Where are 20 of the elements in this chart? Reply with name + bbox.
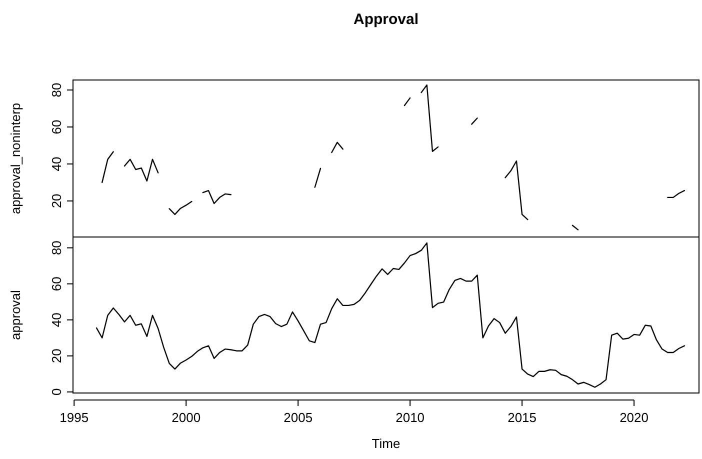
y-tick-label: 20 [49,348,64,364]
y-tick-label: 20 [49,194,64,208]
x-tick-label: 2020 [620,410,649,425]
y-tick-label: 80 [49,82,64,98]
x-tick-label: 2010 [396,410,425,425]
y-tick-label: 80 [49,240,64,256]
y-tick-label: 0 [49,388,64,396]
line-series [96,242,686,388]
y-axis-title: approval_noninterp [8,102,23,214]
x-tick-label: 2015 [508,410,537,425]
x-tick-label: 2005 [284,410,313,425]
x-tick-label: 1995 [60,410,89,425]
y-tick-label: 40 [49,156,64,172]
chart-title: Approval [353,11,419,28]
y-tick-label: 60 [49,276,64,292]
y-tick-label: 60 [49,120,64,134]
y-axis-title: approval [8,290,23,340]
x-axis-title: Time [372,436,400,451]
x-tick-label: 2000 [172,410,201,425]
y-tick-label: 40 [49,312,64,328]
